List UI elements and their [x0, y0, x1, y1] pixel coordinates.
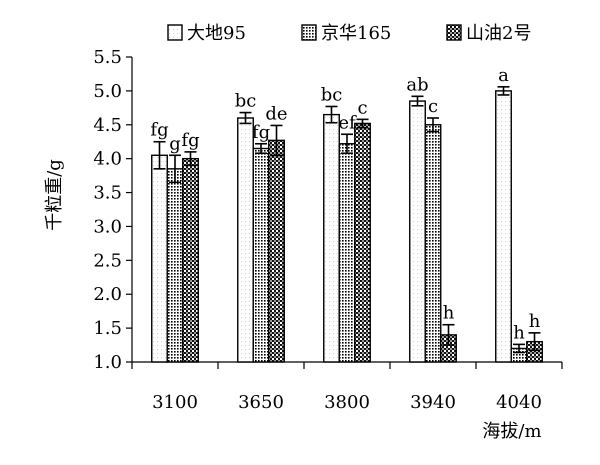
axes: 1.01.52.02.53.03.54.04.55.05.5 3100 3650 3… — [93, 47, 563, 413]
y-tick-label: 3.5 — [93, 183, 122, 204]
x-tick-label: 3100 — [152, 392, 198, 413]
data-label: c — [428, 96, 438, 117]
data-label: de — [265, 103, 287, 124]
bar — [182, 157, 199, 363]
y-tick-label: 4.5 — [93, 115, 122, 136]
x-tick-label: 3940 — [410, 392, 456, 413]
data-label: fg — [252, 122, 270, 143]
legend-swatch — [446, 24, 462, 41]
data-label: bc — [235, 91, 257, 112]
x-tick-label: 3800 — [324, 392, 370, 413]
x-axis-title: 海拔/m — [482, 421, 541, 442]
y-tick-label: 1.0 — [93, 352, 122, 373]
y-tick-label: 4.0 — [93, 149, 122, 170]
bar — [323, 113, 340, 363]
bar — [424, 124, 442, 363]
data-label: c — [357, 97, 367, 118]
y-ticks: 1.0 1.5 2.0 2.5 3.0 3.5 4.0 4.5 5.0 5.5 — [93, 47, 132, 373]
y-tick-label: 2.5 — [93, 250, 122, 271]
bar — [338, 143, 356, 363]
y-axis-title: 千粒重/g — [44, 159, 65, 231]
y-tick-label: 3.0 — [93, 216, 122, 237]
legend-swatch — [167, 24, 183, 41]
data-label: bc — [321, 84, 343, 105]
y-tick-label: 1.5 — [93, 318, 122, 339]
bar — [252, 147, 270, 363]
bar — [354, 122, 371, 363]
y-tick-label: 5.0 — [93, 81, 122, 102]
data-label: h — [443, 303, 455, 324]
data-label: h — [529, 311, 541, 332]
data-label: a — [498, 65, 509, 86]
bar — [409, 100, 426, 363]
legend-label: 京华165 — [321, 23, 391, 44]
data-label: fg — [150, 120, 168, 141]
legend-label: 山油2号 — [466, 23, 531, 44]
data-label: ab — [406, 74, 428, 95]
data-label: ef — [338, 112, 357, 133]
bar — [495, 90, 512, 363]
bar — [268, 139, 285, 363]
x-ticks: 3100 3650 3800 3940 4040 — [131, 362, 563, 413]
legend-swatch — [301, 24, 317, 41]
x-tick-label: 4040 — [496, 392, 542, 413]
y-tick-label: 5.5 — [93, 47, 122, 68]
data-label: g — [169, 133, 181, 154]
bar — [166, 168, 184, 363]
data-label: h — [513, 322, 525, 343]
data-label: fg — [181, 130, 199, 151]
bar — [151, 154, 168, 363]
legend-label: 大地95 — [187, 23, 246, 44]
bar — [237, 117, 254, 363]
x-tick-label: 3650 — [238, 392, 284, 413]
legend: 大地95 京华165 山油2号 — [167, 23, 531, 44]
y-tick-label: 2.0 — [93, 284, 122, 305]
